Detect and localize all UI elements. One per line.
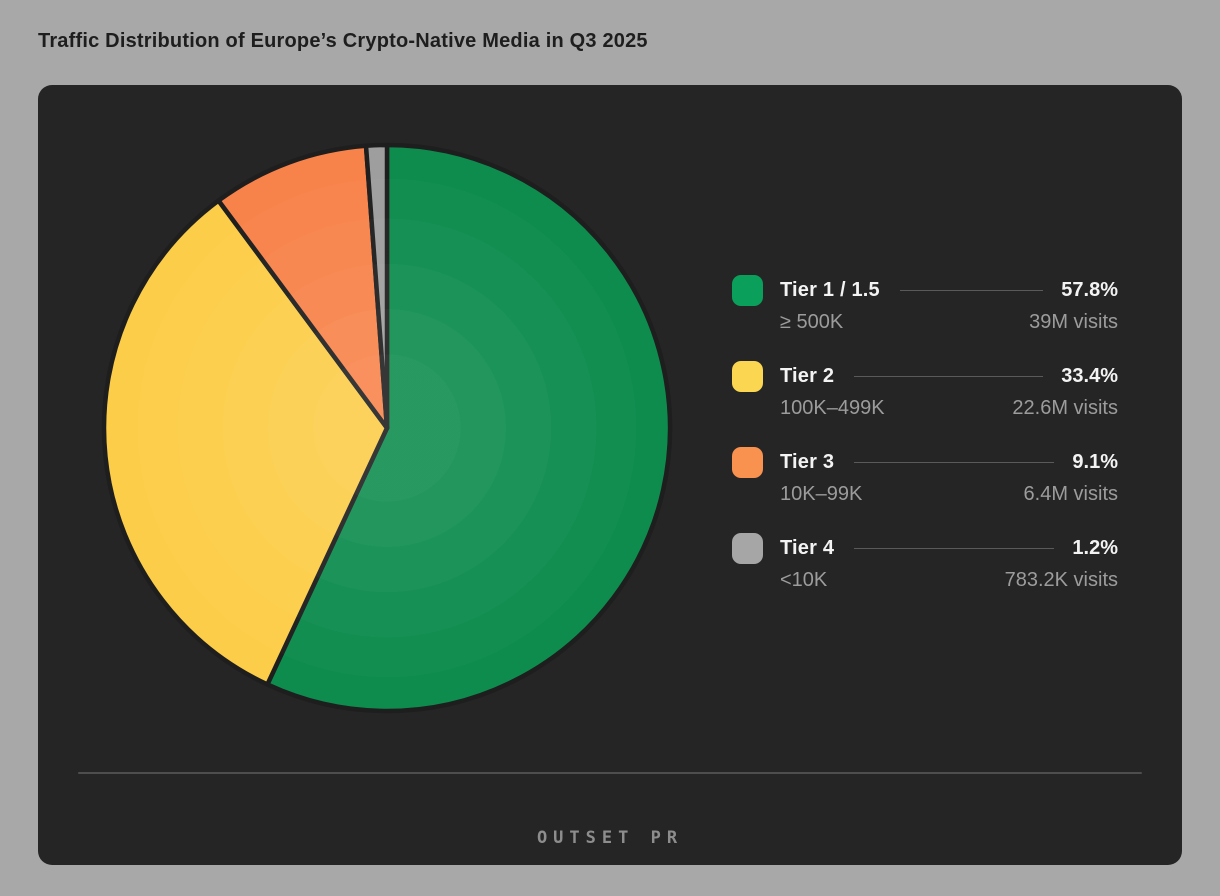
legend-swatch: [732, 275, 763, 306]
legend-percent: 1.2%: [1072, 537, 1118, 559]
legend-visits: 22.6M visits: [1012, 397, 1118, 419]
pie-chart: [101, 142, 673, 714]
brand-wordmark: OUTSET PR: [536, 828, 684, 848]
legend-tier-label: Tier 3: [780, 451, 835, 473]
legend-item-tier-3: Tier 3 9.1% 10K–99K 6.4M visits: [732, 447, 1118, 506]
legend-item-tier-2: Tier 2 33.4% 100K–499K 22.6M visits: [732, 361, 1118, 420]
pie-slices: [101, 142, 673, 714]
leader-line: [854, 375, 1044, 378]
legend-percent: 57.8%: [1061, 279, 1118, 301]
legend-range: 10K–99K: [780, 483, 863, 505]
legend-visits: 39M visits: [1029, 311, 1118, 333]
legend-swatch: [732, 533, 763, 564]
legend-tier-label: Tier 1 / 1.5: [780, 279, 880, 301]
legend-tier-label: Tier 2: [780, 365, 835, 387]
legend-visits: 783.2K visits: [1004, 569, 1118, 591]
legend-swatch: [732, 447, 763, 478]
legend-tier-label: Tier 4: [780, 537, 835, 559]
chart-card: Tier 1 / 1.5 57.8% ≥ 500K 39M visits Tie…: [38, 85, 1182, 865]
legend-range: ≥ 500K: [780, 311, 844, 333]
leader-line: [854, 461, 1055, 464]
legend-item-tier-4: Tier 4 1.2% <10K 783.2K visits: [732, 533, 1118, 592]
legend-swatch: [732, 361, 763, 392]
page-title: Traffic Distribution of Europe’s Crypto-…: [38, 30, 648, 52]
legend-percent: 9.1%: [1072, 451, 1118, 473]
leader-line: [899, 289, 1044, 292]
legend-visits: 6.4M visits: [1023, 483, 1118, 505]
legend: Tier 1 / 1.5 57.8% ≥ 500K 39M visits Tie…: [732, 275, 1118, 619]
legend-range: 100K–499K: [780, 397, 885, 419]
legend-range: <10K: [780, 569, 828, 591]
legend-item-tier-1: Tier 1 / 1.5 57.8% ≥ 500K 39M visits: [732, 275, 1118, 334]
leader-line: [854, 547, 1055, 550]
divider-line: [78, 772, 1142, 774]
legend-percent: 33.4%: [1061, 365, 1118, 387]
